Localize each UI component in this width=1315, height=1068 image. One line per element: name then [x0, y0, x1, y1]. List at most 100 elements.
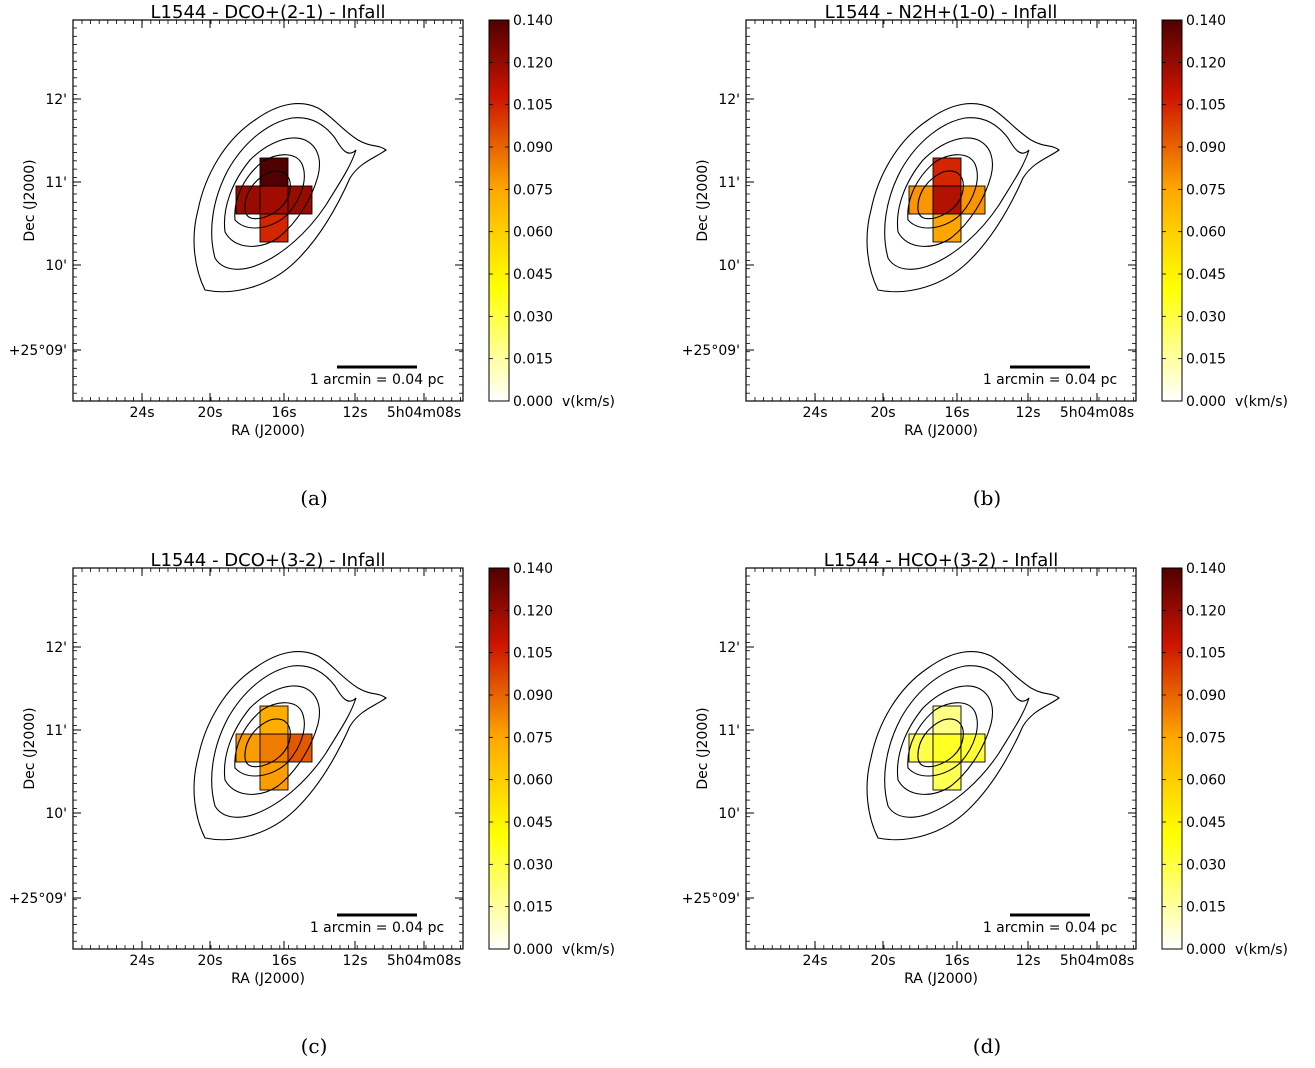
contours	[866, 651, 1060, 841]
y-tick-label: 10'	[718, 258, 740, 274]
minor-ticks	[73, 20, 463, 401]
contour-1	[884, 665, 1030, 818]
x-tick-label: 5h04m08s	[387, 953, 461, 969]
colorbar-gradient	[1161, 19, 1183, 402]
colorbar-tick-label: 0.060	[513, 225, 553, 241]
y-tick-label: +25°09'	[9, 891, 67, 907]
contour-0	[866, 651, 1060, 841]
y-tick-label: 10'	[45, 258, 67, 274]
y-tick-label: +25°09'	[682, 343, 740, 359]
colorbar-tick-label: 0.120	[1186, 55, 1226, 71]
colorbar-gradient	[488, 19, 510, 402]
panel-2: L1544 - DCO+(3-2) - Infall 24s 20s 16s 12s 5h…	[9, 550, 615, 1058]
y-tick-label: 10'	[718, 806, 740, 822]
colorbar-tick-label: 0.045	[513, 815, 553, 831]
panel-caption: (c)	[301, 1034, 328, 1058]
colorbar-tick-label: 0.090	[513, 688, 553, 704]
contour-2	[896, 137, 994, 247]
colorbar-tick-label: 0.120	[513, 603, 553, 619]
colorbar-tick-label: 0.090	[513, 140, 553, 156]
contour-3	[234, 154, 305, 229]
y-axis-label: Dec (J2000)	[22, 159, 38, 241]
pixel-west	[908, 733, 934, 763]
minor-ticks	[746, 568, 1136, 949]
contour-4	[244, 170, 291, 220]
colorbar-tick-label: 0.075	[1186, 182, 1226, 198]
contours	[193, 651, 387, 841]
x-tick-label: 5h04m08s	[387, 405, 461, 421]
pixel-center	[259, 185, 289, 215]
contour-0	[193, 103, 387, 293]
contour-3	[907, 702, 978, 777]
colorbar-tick-label: 0.045	[1186, 815, 1226, 831]
pixel-center	[259, 733, 289, 763]
y-tick-label: 12'	[45, 92, 67, 108]
contour-4	[917, 718, 964, 768]
colorbar-tick-label: 0.105	[513, 646, 553, 662]
scale-bar-label: 1 arcmin = 0.04 pc	[310, 372, 444, 388]
x-tick-label: 5h04m08s	[1060, 953, 1134, 969]
colorbar-tick-label: 0.000	[1186, 942, 1226, 958]
colorbar-unit: v(km/s)	[1235, 394, 1288, 410]
colorbar-tick-label: 0.140	[1186, 13, 1226, 29]
pixel-west	[235, 733, 261, 763]
colorbar-tick-label: 0.000	[513, 394, 553, 410]
colorbar-tick-label: 0.140	[513, 13, 553, 29]
panel-caption: (b)	[973, 486, 1001, 510]
x-axis-label: RA (J2000)	[231, 423, 305, 439]
contour-2	[223, 137, 321, 247]
colorbar-tick-label: 0.090	[1186, 688, 1226, 704]
colorbar-tick-label: 0.120	[513, 55, 553, 71]
contour-1	[211, 117, 357, 270]
scale-bar-label: 1 arcmin = 0.04 pc	[983, 372, 1117, 388]
contour-0	[193, 651, 387, 841]
colorbar: 0.140 0.120 0.105 0.090 0.075 0.060 0.045 0.030…	[488, 13, 615, 410]
x-tick-label: 16s	[271, 405, 296, 421]
colorbar-tick-label: 0.060	[1186, 773, 1226, 789]
colorbar-gradient	[1161, 567, 1183, 950]
y-axis-label: Dec (J2000)	[22, 707, 38, 789]
scale-bar-label: 1 arcmin = 0.04 pc	[983, 920, 1117, 936]
colorbar-tick-label: 0.090	[1186, 140, 1226, 156]
colorbar-tick-label: 0.030	[1186, 309, 1226, 325]
x-tick-label: 12s	[342, 405, 367, 421]
colorbar-tick-label: 0.075	[1186, 730, 1226, 746]
contours	[866, 103, 1060, 293]
y-axis-label: Dec (J2000)	[695, 707, 711, 789]
contour-4	[244, 718, 291, 768]
chart-title: L1544 - N2H+(1-0) - Infall	[825, 2, 1058, 23]
colorbar: 0.140 0.120 0.105 0.090 0.075 0.060 0.045 0.030…	[488, 561, 615, 958]
contour-1	[211, 665, 357, 818]
plot-area	[745, 19, 1137, 402]
colorbar-tick-label: 0.045	[1186, 267, 1226, 283]
x-tick-label: 16s	[944, 953, 969, 969]
panel-1: L1544 - N2H+(1-0) - Infall 24s 20s 16s 12s 5h…	[682, 2, 1288, 510]
x-tick-label: 20s	[870, 953, 895, 969]
y-tick-label: +25°09'	[9, 343, 67, 359]
colorbar-tick-label: 0.015	[1186, 900, 1226, 916]
colorbar: 0.140 0.120 0.105 0.090 0.075 0.060 0.045 0.030…	[1161, 13, 1288, 410]
colorbar-tick-label: 0.105	[1186, 646, 1226, 662]
x-tick-label: 24s	[802, 405, 827, 421]
colorbar-tick-label: 0.105	[1186, 98, 1226, 114]
x-axis-label: RA (J2000)	[904, 971, 978, 987]
plot-area	[72, 567, 464, 950]
contour-0	[866, 103, 1060, 293]
x-tick-label: 24s	[129, 405, 154, 421]
minor-ticks	[73, 568, 463, 949]
panel-caption: (a)	[300, 486, 328, 510]
colorbar-tick-label: 0.060	[1186, 225, 1226, 241]
minor-ticks	[746, 20, 1136, 401]
colorbar-tick-label: 0.000	[513, 942, 553, 958]
colorbar-tick-label: 0.045	[513, 267, 553, 283]
y-tick-label: 11'	[718, 723, 740, 739]
y-tick-label: 12'	[718, 640, 740, 656]
y-tick-label: 11'	[718, 175, 740, 191]
x-tick-label: 12s	[342, 953, 367, 969]
panel-0: L1544 - DCO+(2-1) - Infall 24s 20s 16s 12s 5h…	[9, 2, 615, 510]
colorbar-unit: v(km/s)	[562, 394, 615, 410]
pixel-center	[932, 185, 962, 215]
colorbar-tick-label: 0.140	[1186, 561, 1226, 577]
pixel-north	[932, 157, 962, 187]
panel-3: L1544 - HCO+(3-2) - Infall 24s 20s 16s 12s 5h…	[682, 550, 1288, 1058]
